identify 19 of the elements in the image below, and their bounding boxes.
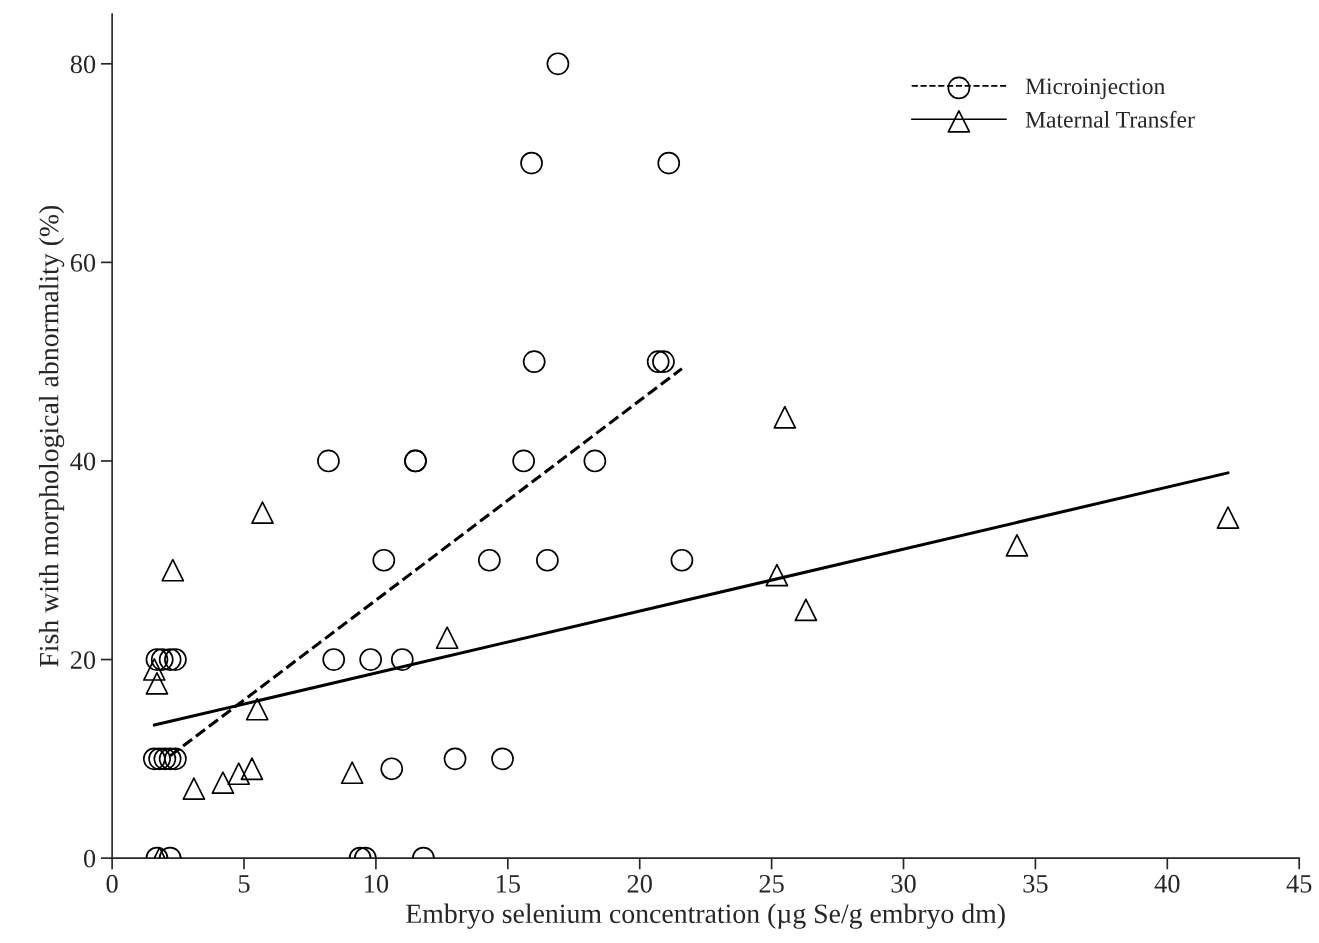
x-tick-label: 10: [365, 874, 389, 893]
x-tick-label: 20: [627, 874, 652, 893]
x-tick-label: 5: [238, 875, 250, 893]
x-tick-label: 30: [891, 874, 916, 893]
y-tick-label: 60: [70, 253, 96, 272]
x-tick-label: 45: [1286, 875, 1312, 893]
x-tick-label: 25: [759, 874, 784, 893]
y-tick-label: 20: [70, 651, 96, 669]
x-tick-label: 40: [1154, 874, 1180, 893]
x-tick-label: 15: [496, 874, 520, 893]
y-axis-title: Fish with morphological abnormality (%): [38, 205, 65, 667]
x-axis-title: Embryo selenium concentration (µg Se/g embryo dm): [406, 903, 1005, 929]
legend-label: Maternal Transfer: [1025, 110, 1195, 128]
y-tick-label: 0: [83, 849, 96, 868]
y-tick-label: 80: [70, 55, 96, 74]
y-tick-label: 40: [70, 452, 96, 471]
x-tick-label: 35: [1023, 874, 1048, 893]
x-tick-label: 0: [106, 874, 118, 893]
legend-label: Microinjection: [1025, 78, 1165, 100]
